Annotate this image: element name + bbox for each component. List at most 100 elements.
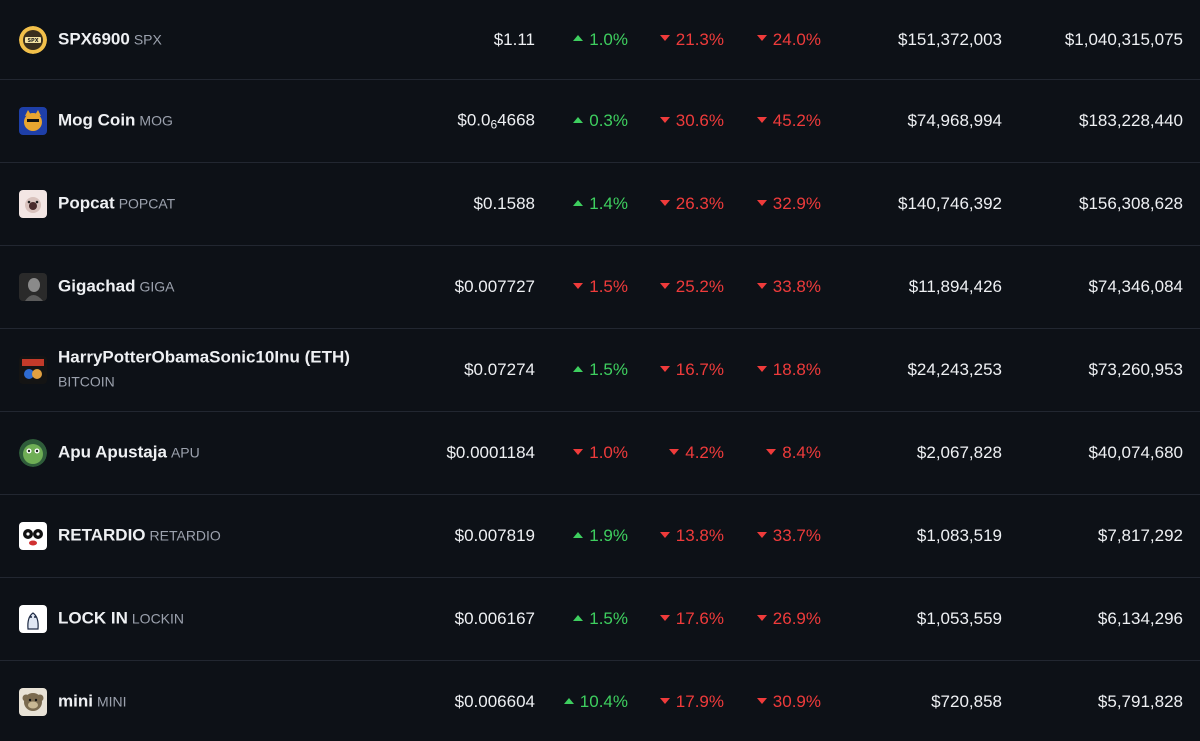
caret-down-icon xyxy=(659,35,670,42)
coin-name-link[interactable]: Mog Coin MOG xyxy=(58,110,173,133)
coin-name-link[interactable]: SPX6900 SPX xyxy=(58,28,162,51)
caret-down-icon xyxy=(659,614,670,621)
change-1h: 1.0% xyxy=(573,30,628,50)
coin-name-link[interactable]: RETARDIO RETARDIO xyxy=(58,525,221,548)
change-7d-value: 33.7% xyxy=(772,526,821,545)
change-24h-value: 21.3% xyxy=(675,29,724,49)
caret-up-icon xyxy=(573,614,584,621)
coin-name[interactable]: Apu Apustaja xyxy=(58,442,167,462)
coin-name-link[interactable]: LOCK IN LOCKIN xyxy=(58,608,184,631)
coin-name[interactable]: Mog Coin xyxy=(58,110,136,130)
coin-name-link[interactable]: Apu Apustaja APU xyxy=(58,442,200,465)
change-24h-value: 30.6% xyxy=(675,111,724,130)
coin-name[interactable]: LOCK IN xyxy=(58,608,128,628)
change-1h-value: 10.4% xyxy=(579,692,628,711)
coin-name[interactable]: SPX6900 xyxy=(58,29,130,48)
caret-up-icon xyxy=(573,531,584,538)
caret-down-icon xyxy=(756,282,767,289)
mog-coin-logo-icon xyxy=(19,107,47,135)
caret-down-icon xyxy=(756,531,767,538)
caret-down-icon xyxy=(756,199,767,206)
change-7d-value: 18.8% xyxy=(772,360,821,379)
price-zero-count: 6 xyxy=(490,117,498,132)
market-cap: $5,791,828 xyxy=(1097,692,1183,711)
volume-24h: $24,243,253 xyxy=(907,360,1002,379)
change-24h: 17.9% xyxy=(659,692,724,712)
change-7d: 8.4% xyxy=(766,443,821,463)
caret-down-icon xyxy=(756,365,767,372)
caret-down-icon xyxy=(659,199,670,206)
caret-down-icon xyxy=(756,116,767,123)
volume-24h: $720,858 xyxy=(931,692,1002,711)
coin-name[interactable]: Gigachad xyxy=(58,276,136,296)
price: $0.007819 xyxy=(454,526,535,545)
coin-name-link[interactable]: Gigachad GIGA xyxy=(58,276,174,299)
caret-down-icon xyxy=(756,614,767,621)
retardio-logo-icon xyxy=(19,522,47,550)
spx6900-logo-icon: SPX xyxy=(19,25,47,54)
price-main: $0.0 xyxy=(457,110,491,130)
change-1h: 1.5% xyxy=(573,609,628,629)
table-row[interactable]: RETARDIO RETARDIO $0.007819 1.9% 13.8% 33… xyxy=(0,495,1200,578)
coin-symbol: RETARDIO xyxy=(149,527,221,544)
volume-24h: $140,746,392 xyxy=(898,194,1002,213)
price: $0.0001184 xyxy=(446,443,535,462)
change-24h: 25.2% xyxy=(659,277,724,297)
volume-24h: $2,067,828 xyxy=(916,443,1002,462)
price: $1.11 xyxy=(493,29,535,49)
change-7d-value: 30.9% xyxy=(772,692,821,711)
coin-name[interactable]: HarryPotterObamaSonic10Inu (ETH) xyxy=(58,347,350,367)
price: $0.006604 xyxy=(454,692,535,711)
coin-symbol: MOG xyxy=(139,112,173,129)
table-row[interactable]: LOCK IN LOCKIN $0.006167 1.5% 17.6% 26.9%… xyxy=(0,578,1200,661)
caret-up-icon xyxy=(573,116,584,123)
change-1h-value: 1.5% xyxy=(589,277,628,296)
market-cap: $1,040,315,075 xyxy=(1064,29,1183,49)
coin-name-link[interactable]: HarryPotterObamaSonic10Inu (ETH) BITCOIN xyxy=(58,347,350,394)
coin-name-link[interactable]: Popcat POPCAT xyxy=(58,193,175,216)
caret-down-icon xyxy=(659,282,670,289)
change-24h-value: 13.8% xyxy=(675,526,724,545)
change-24h: 17.6% xyxy=(659,609,724,629)
caret-up-icon xyxy=(573,365,584,372)
change-24h-value: 4.2% xyxy=(685,443,724,462)
change-1h-value: 1.5% xyxy=(589,360,628,379)
change-7d: 45.2% xyxy=(756,111,821,131)
change-1h: 10.4% xyxy=(563,692,628,712)
caret-up-icon xyxy=(573,199,584,206)
caret-down-icon xyxy=(659,365,670,372)
table-row[interactable]: HarryPotterObamaSonic10Inu (ETH) BITCOIN… xyxy=(0,329,1200,412)
change-24h: 4.2% xyxy=(669,443,724,463)
coin-name[interactable]: mini xyxy=(58,691,93,711)
caret-down-icon xyxy=(659,116,670,123)
table-row[interactable]: Popcat POPCAT $0.1588 1.4% 26.3% 32.9% $1… xyxy=(0,163,1200,246)
coin-symbol: BITCOIN xyxy=(58,373,115,390)
caret-down-icon xyxy=(659,697,670,704)
table-row[interactable]: SPX SPX6900 SPX $1.11 1.0% 21.3% 24.0% $1… xyxy=(0,0,1200,80)
change-7d-value: 33.8% xyxy=(772,277,821,296)
change-7d-value: 8.4% xyxy=(782,443,821,462)
table-row[interactable]: Mog Coin MOG $0.064668 0.3% 30.6% 45.2% $… xyxy=(0,80,1200,163)
change-1h: 0.3% xyxy=(573,111,628,131)
change-24h-value: 17.6% xyxy=(675,609,724,628)
change-1h: 1.9% xyxy=(573,526,628,546)
market-cap: $73,260,953 xyxy=(1088,360,1183,379)
svg-text:SPX: SPX xyxy=(27,38,38,44)
coin-name-link[interactable]: mini MINI xyxy=(58,691,127,714)
coin-symbol: POPCAT xyxy=(118,195,176,212)
market-cap: $6,134,296 xyxy=(1097,609,1183,628)
table-row[interactable]: Gigachad GIGA $0.007727 1.5% 25.2% 33.8% … xyxy=(0,246,1200,329)
coin-name[interactable]: RETARDIO xyxy=(58,525,146,545)
table-row[interactable]: Apu Apustaja APU $0.0001184 1.0% 4.2% 8.4… xyxy=(0,412,1200,495)
change-7d-value: 45.2% xyxy=(772,111,821,130)
change-24h: 21.3% xyxy=(659,29,724,50)
price: $0.007727 xyxy=(454,277,535,296)
caret-down-icon xyxy=(659,531,670,538)
market-cap: $156,308,628 xyxy=(1079,194,1183,213)
coin-name[interactable]: Popcat xyxy=(58,193,115,213)
table-row[interactable]: mini MINI $0.006604 10.4% 17.9% 30.9% $72… xyxy=(0,661,1200,741)
change-7d: 32.9% xyxy=(756,194,821,214)
price: $0.064668 xyxy=(457,111,535,132)
caret-down-icon xyxy=(756,697,767,704)
